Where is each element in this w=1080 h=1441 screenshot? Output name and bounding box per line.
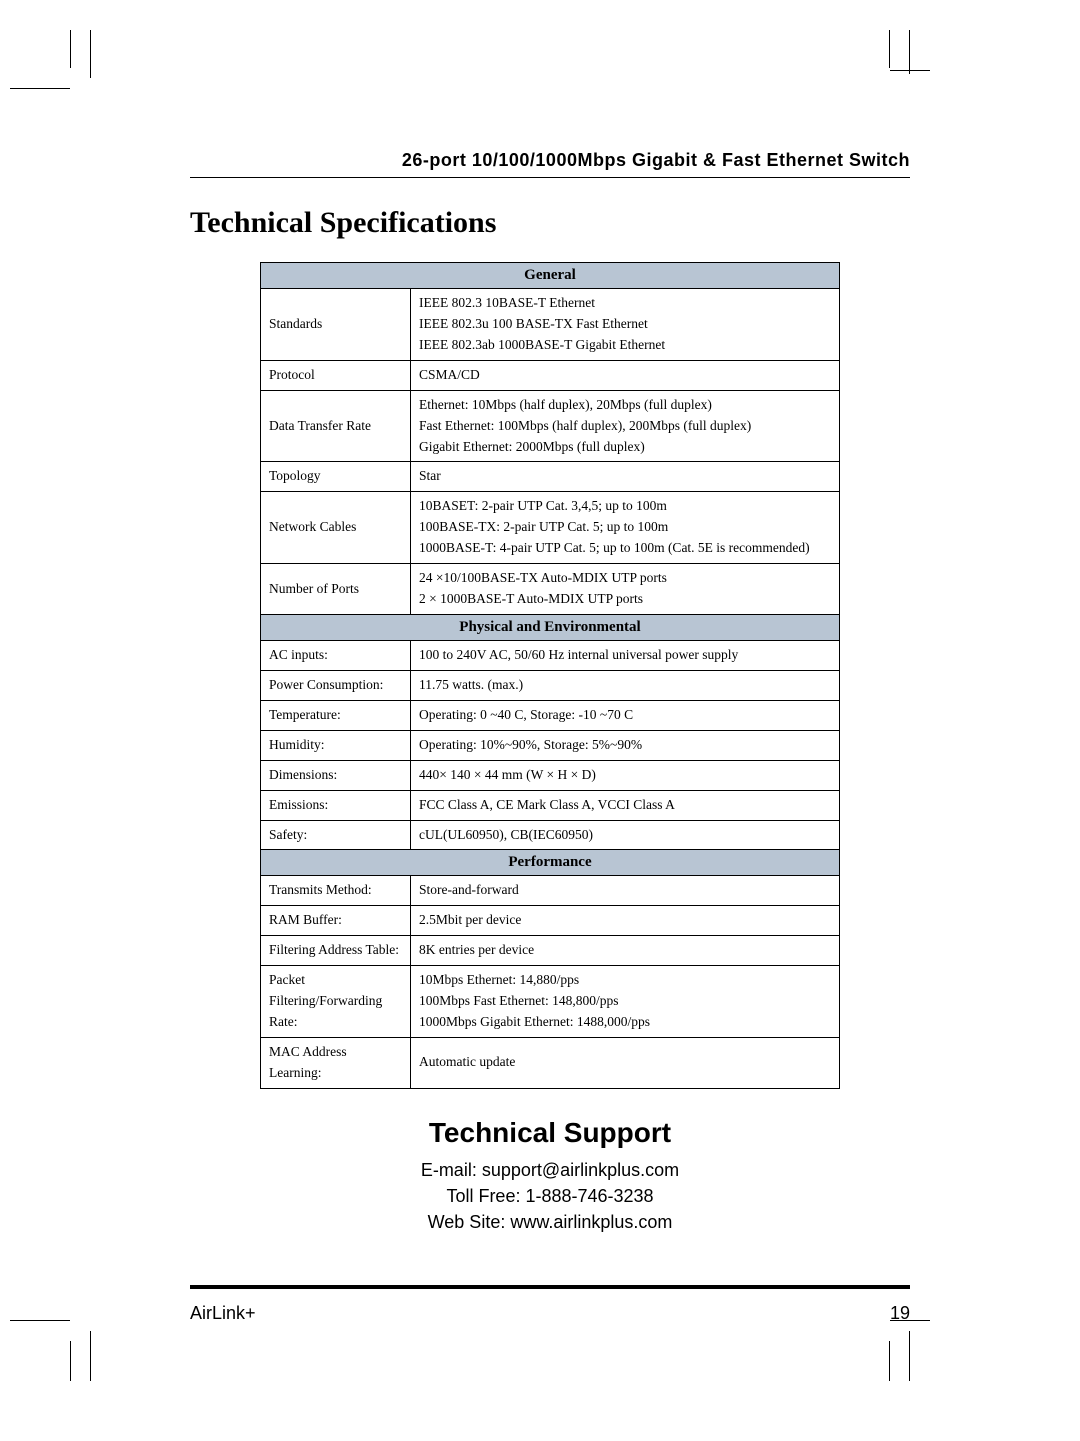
spec-value: 10BASET: 2-pair UTP Cat. 3,4,5; up to 10… xyxy=(411,492,840,564)
table-row: Packet Filtering/Forwarding Rate:10Mbps … xyxy=(261,966,840,1038)
spec-label: Transmits Method: xyxy=(261,876,411,906)
support-heading: Technical Support xyxy=(190,1117,910,1149)
table-row: Transmits Method:Store-and-forward xyxy=(261,876,840,906)
spec-label: Dimensions: xyxy=(261,760,411,790)
spec-value: CSMA/CD xyxy=(411,360,840,390)
footer-page-number: 19 xyxy=(890,1303,910,1324)
spec-value: Store-and-forward xyxy=(411,876,840,906)
spec-label: Safety: xyxy=(261,820,411,850)
crop-mark xyxy=(90,1331,91,1381)
crop-mark xyxy=(909,1331,910,1381)
spec-value: Star xyxy=(411,462,840,492)
spec-value: Operating: 0 ~40 C, Storage: -10 ~70 C xyxy=(411,700,840,730)
crop-mark xyxy=(90,30,91,78)
spec-value: 10Mbps Ethernet: 14,880/pps100Mbps Fast … xyxy=(411,966,840,1038)
table-row: Power Consumption:11.75 watts. (max.) xyxy=(261,670,840,700)
table-row: AC inputs:100 to 240V AC, 50/60 Hz inter… xyxy=(261,640,840,670)
crop-mark xyxy=(890,70,930,71)
spec-label: RAM Buffer: xyxy=(261,906,411,936)
table-row: Humidity:Operating: 10%~90%, Storage: 5%… xyxy=(261,730,840,760)
crop-mark xyxy=(889,30,890,68)
spec-value: 24 ×10/100BASE-TX Auto-MDIX UTP ports2 ×… xyxy=(411,564,840,615)
table-section-header: Performance xyxy=(261,850,840,876)
spec-label: AC inputs: xyxy=(261,640,411,670)
crop-mark xyxy=(10,88,70,89)
spec-value: FCC Class A, CE Mark Class A, VCCI Class… xyxy=(411,790,840,820)
product-title: 26-port 10/100/1000Mbps Gigabit & Fast E… xyxy=(190,150,910,171)
spec-value: IEEE 802.3 10BASE-T EthernetIEEE 802.3u … xyxy=(411,289,840,361)
section-heading: Technical Specifications xyxy=(190,206,910,240)
support-website: Web Site: www.airlinkplus.com xyxy=(190,1209,910,1235)
table-row: Emissions:FCC Class A, CE Mark Class A, … xyxy=(261,790,840,820)
crop-mark xyxy=(889,1341,890,1381)
table-row: Filtering Address Table:8K entries per d… xyxy=(261,936,840,966)
spec-label: Filtering Address Table: xyxy=(261,936,411,966)
table-row: Temperature:Operating: 0 ~40 C, Storage:… xyxy=(261,700,840,730)
table-row: Network Cables10BASET: 2-pair UTP Cat. 3… xyxy=(261,492,840,564)
support-toll-free: Toll Free: 1-888-746-3238 xyxy=(190,1183,910,1209)
table-row: StandardsIEEE 802.3 10BASE-T EthernetIEE… xyxy=(261,289,840,361)
table-row: Dimensions:440× 140 × 44 mm (W × H × D) xyxy=(261,760,840,790)
spec-value: 100 to 240V AC, 50/60 Hz internal univer… xyxy=(411,640,840,670)
spec-label: Power Consumption: xyxy=(261,670,411,700)
spec-label: Data Transfer Rate xyxy=(261,390,411,462)
table-row: RAM Buffer:2.5Mbit per device xyxy=(261,906,840,936)
spec-label: Protocol xyxy=(261,360,411,390)
table-row: TopologyStar xyxy=(261,462,840,492)
table-section-header: Physical and Environmental xyxy=(261,614,840,640)
spec-label: Topology xyxy=(261,462,411,492)
crop-mark xyxy=(70,30,71,68)
spec-value: Automatic update xyxy=(411,1037,840,1088)
spec-label: Emissions: xyxy=(261,790,411,820)
spec-value: cUL(UL60950), CB(IEC60950) xyxy=(411,820,840,850)
spec-value: Operating: 10%~90%, Storage: 5%~90% xyxy=(411,730,840,760)
spec-value: Ethernet: 10Mbps (half duplex), 20Mbps (… xyxy=(411,390,840,462)
table-row: MAC Address Learning:Automatic update xyxy=(261,1037,840,1088)
table-row: Safety:cUL(UL60950), CB(IEC60950) xyxy=(261,820,840,850)
page-content: 26-port 10/100/1000Mbps Gigabit & Fast E… xyxy=(190,150,910,1324)
page-footer: AirLink+ 19 xyxy=(190,1303,910,1324)
spec-label: Humidity: xyxy=(261,730,411,760)
spec-label: Standards xyxy=(261,289,411,361)
crop-mark xyxy=(909,30,910,74)
header-rule xyxy=(190,177,910,178)
crop-mark xyxy=(10,1320,70,1321)
footer-brand: AirLink+ xyxy=(190,1303,256,1324)
spec-label: Number of Ports xyxy=(261,564,411,615)
footer-rule xyxy=(190,1285,910,1289)
spec-label: Network Cables xyxy=(261,492,411,564)
spec-value: 8K entries per device xyxy=(411,936,840,966)
spec-label: MAC Address Learning: xyxy=(261,1037,411,1088)
table-row: Data Transfer RateEthernet: 10Mbps (half… xyxy=(261,390,840,462)
spec-value: 11.75 watts. (max.) xyxy=(411,670,840,700)
crop-mark xyxy=(70,1341,71,1381)
support-email: E-mail: support@airlinkplus.com xyxy=(190,1157,910,1183)
spec-value: 440× 140 × 44 mm (W × H × D) xyxy=(411,760,840,790)
table-section-header: General xyxy=(261,263,840,289)
table-row: Number of Ports24 ×10/100BASE-TX Auto-MD… xyxy=(261,564,840,615)
table-row: ProtocolCSMA/CD xyxy=(261,360,840,390)
spec-label: Packet Filtering/Forwarding Rate: xyxy=(261,966,411,1038)
spec-table: GeneralStandardsIEEE 802.3 10BASE-T Ethe… xyxy=(260,262,840,1089)
spec-label: Temperature: xyxy=(261,700,411,730)
spec-value: 2.5Mbit per device xyxy=(411,906,840,936)
